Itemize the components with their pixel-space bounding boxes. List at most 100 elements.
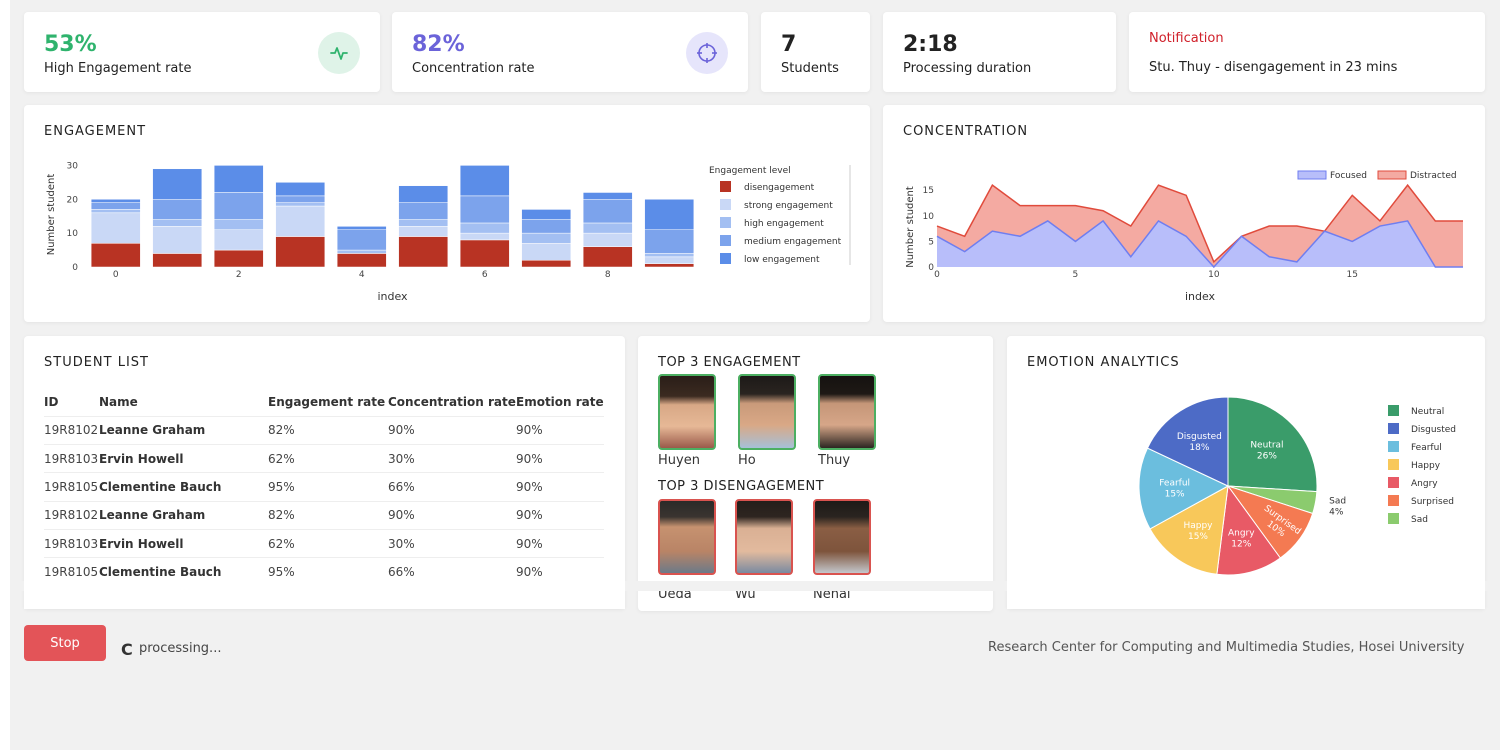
emotion-rate: 90% [516, 444, 604, 474]
concentration-rate: 90% [388, 416, 516, 445]
table-row[interactable]: 19R8103 Ervin Howell 62% 30% 90% [44, 529, 604, 559]
emotion-rate: 90% [516, 501, 604, 531]
legend-label: Disgusted [1411, 425, 1456, 435]
pie-value: 15% [1165, 490, 1185, 500]
y-tick-label: 0 [72, 263, 78, 273]
bar-segment [582, 222, 633, 234]
student-id: 19R8102 [44, 501, 99, 531]
bar-segment [90, 243, 141, 268]
pie-slice-angry [1216, 484, 1282, 576]
column-header-id[interactable]: ID [44, 388, 99, 417]
bottom-strip [10, 581, 1500, 591]
engagement-chart-title: ENGAGEMENT [44, 124, 147, 139]
student-name: Ervin Howell [99, 444, 268, 474]
concentration-rate-value: 82% [412, 32, 465, 57]
student-id: 19R8103 [44, 444, 99, 474]
legend-title: Engagement level [709, 166, 791, 176]
pie-slice-happy [1149, 485, 1229, 575]
engagement-rate: 82% [268, 501, 388, 531]
bar-segment [152, 199, 203, 220]
bar-segment [459, 195, 510, 224]
student-id: 19R8102 [44, 416, 99, 445]
legend-swatch [720, 181, 731, 192]
student-photo-nehal[interactable] [813, 499, 871, 575]
bar-segment [336, 229, 387, 251]
engagement-rate: 62% [268, 529, 388, 559]
bar-segment [398, 202, 449, 220]
emotion-analytics-card: EMOTION ANALYTICS Neutral 26% Sad 4% Surpris… [1007, 336, 1485, 609]
table-row[interactable]: 19R8105 Clementine Bauch 95% 66% 90% [44, 472, 604, 502]
student-name: Leanne Graham [99, 416, 268, 445]
engagement-chart-card: ENGAGEMENT 0 10 20 30 0 2 4 6 8 index Number stude… [24, 105, 870, 322]
concentration-rate: 66% [388, 472, 516, 502]
legend-swatch [1297, 170, 1327, 180]
bar-segment [582, 232, 633, 247]
bar-segment [582, 199, 633, 224]
bar-segment [90, 199, 141, 203]
student-photo-ho[interactable] [738, 374, 796, 450]
table-row[interactable]: 19R8102 Leanne Graham 82% 90% 90% [44, 416, 604, 445]
stop-button[interactable]: Stop [24, 625, 106, 661]
bar-segment [275, 236, 326, 268]
top-disengagement-title: TOP 3 DISENGAGEMENT [658, 479, 825, 494]
pie-value: 18% [1189, 443, 1209, 453]
legend-swatch [1388, 459, 1399, 470]
bar-segment [459, 222, 510, 234]
y-tick-label: 20 [67, 195, 79, 205]
bar-segment [275, 182, 326, 197]
bar-segment [459, 232, 510, 241]
legend-swatch [1388, 405, 1399, 416]
column-header-name[interactable]: Name [99, 388, 268, 417]
bar-segment [459, 239, 510, 268]
series-line-focused [936, 219, 1463, 269]
activity-icon [318, 32, 360, 74]
bar-segment [521, 243, 572, 261]
bottom-strip-top [24, 581, 625, 609]
student-name-huyen: Huyen [658, 453, 700, 468]
spinner-icon: C [121, 640, 133, 659]
bar-segment [521, 232, 572, 244]
student-id: 19R8103 [44, 529, 99, 559]
table-row[interactable]: 19R8103 Ervin Howell 62% 30% 90% [44, 444, 604, 474]
emotion-rate: 90% [516, 472, 604, 502]
y-tick-label: 0 [928, 263, 934, 273]
concentration-rate: 90% [388, 501, 516, 531]
legend-label: low engagement [744, 255, 820, 265]
pie-label: Happy [1183, 521, 1213, 531]
column-header-engagement[interactable]: Engagement rate [268, 388, 388, 417]
engagement-bar-chart: 0 10 20 30 0 2 4 6 8 index Number student Engagemen… [46, 161, 851, 303]
student-photo-ueda[interactable] [658, 499, 716, 575]
engagement-rate-value: 53% [44, 32, 97, 57]
bar-segment [582, 246, 633, 268]
processing-status: processing... [139, 641, 222, 656]
pie-value: 26% [1257, 451, 1277, 461]
bar-segment [459, 165, 510, 197]
students-count-label: Students [781, 61, 839, 76]
column-header-emotion[interactable]: Emotion rate [516, 388, 604, 417]
bar-segment [275, 202, 326, 207]
bar-segment [152, 253, 203, 268]
student-photo-huyen[interactable] [658, 374, 716, 450]
bar-segment [521, 209, 572, 220]
pie-label: Disgusted [1177, 432, 1222, 442]
bar-segment [521, 259, 572, 268]
x-tick-label: 8 [605, 270, 611, 280]
column-header-concentration[interactable]: Concentration rate [388, 388, 516, 417]
bar-segment [398, 236, 449, 268]
stat-card-concentration: 82% Concentration rate [392, 12, 748, 92]
y-tick-label: 5 [928, 237, 934, 247]
bar-segment [213, 192, 264, 220]
student-photo-thuy[interactable] [818, 374, 876, 450]
table-row[interactable]: 19R8102 Leanne Graham 82% 90% 90% [44, 501, 604, 531]
student-photo-wu[interactable] [735, 499, 793, 575]
concentration-chart-card: CONCENTRATION 0 5 10 15 0 5 10 15 index Number st… [883, 105, 1485, 322]
legend-swatch [1388, 495, 1399, 506]
footer-credit: Research Center for Computing and Multim… [988, 640, 1465, 655]
student-table-header: ID Name Engagement rate Concentration ra… [44, 388, 604, 417]
student-name: Clementine Bauch [99, 472, 268, 502]
legend-label: Angry [1411, 479, 1438, 489]
bottom-strip-emotion [1007, 581, 1485, 609]
bar-segment [90, 212, 141, 244]
notification-title: Notification [1149, 31, 1224, 46]
